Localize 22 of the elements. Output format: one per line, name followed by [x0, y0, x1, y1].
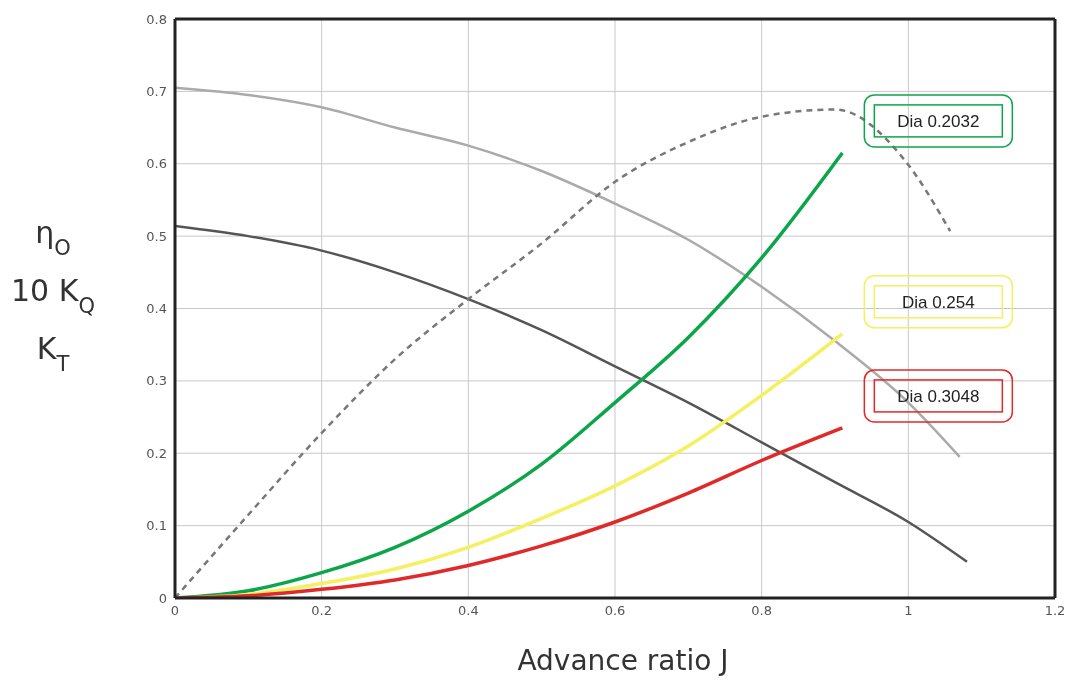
x-tick-label: 0.2 [311, 603, 333, 619]
x-tick-label: 1 [904, 603, 913, 619]
text: η$_{O}$ 10 K$_{Q}$ K$_{T}$ [11, 215, 95, 376]
x-tick-label: 0 [170, 603, 180, 619]
text: Dia 0.254 [901, 292, 975, 312]
x-axis-title: Advance ratio J [517, 644, 729, 677]
y-tick-label: 0.5 [146, 228, 167, 244]
y-tick-label: 0.8 [146, 11, 167, 27]
y-tick-label: 0.3 [146, 373, 167, 389]
y-tick-label: 0 [158, 590, 167, 606]
y-tick-label: 0.1 [146, 518, 167, 534]
y-tick-label: 0.6 [146, 156, 167, 172]
x-tick-label: 0.4 [457, 603, 479, 619]
y-tick-label: 0.7 [146, 83, 167, 99]
y-tick-label: 0.4 [146, 301, 167, 317]
text: Dia 0.3048 [897, 386, 980, 406]
x-tick-label: 0.6 [604, 603, 626, 619]
x-tick-label: 0.8 [751, 603, 773, 619]
line-series [175, 426, 845, 598]
text: Dia 0.2032 [897, 111, 980, 131]
y-tick-label: 0.2 [146, 445, 167, 461]
x-tick-label: 1.2 [1044, 603, 1066, 619]
